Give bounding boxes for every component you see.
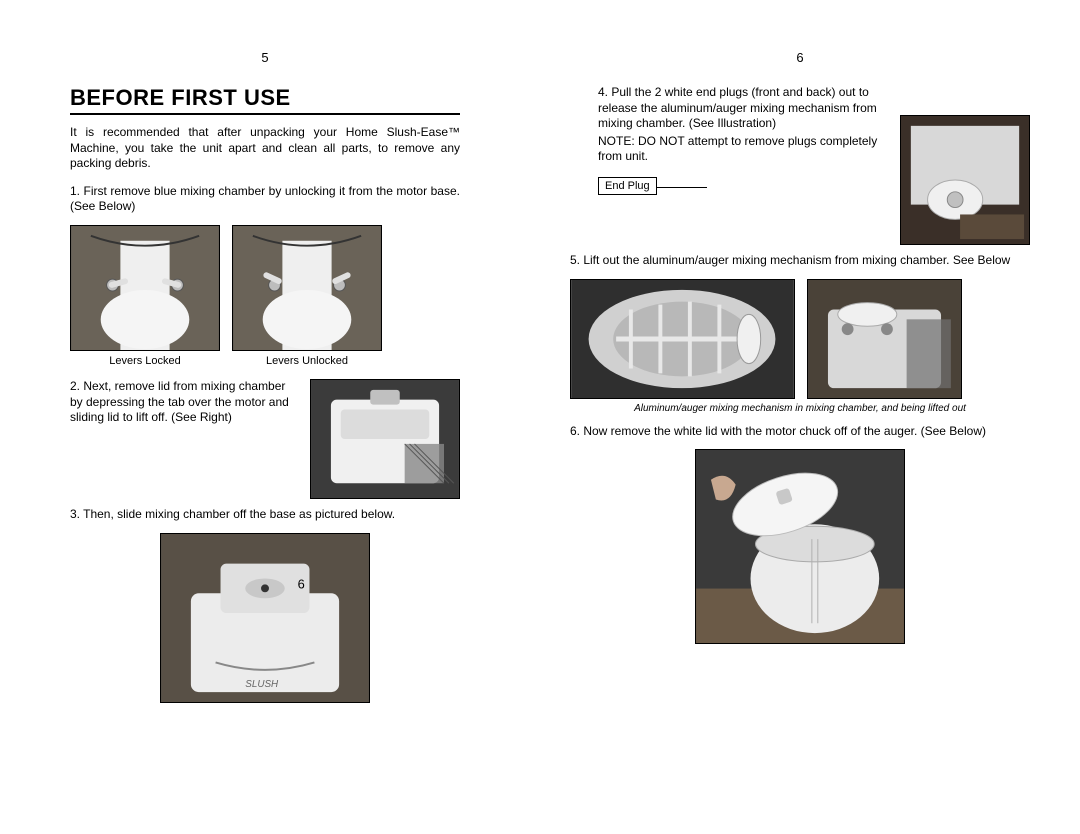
end-plug-callout: End Plug [598, 177, 890, 195]
image-levers-locked [70, 225, 220, 351]
step-2: 2. Next, remove lid from mixing chamber … [70, 379, 300, 499]
page-number-5: 5 [70, 50, 460, 65]
caption-levers-locked: Levers Locked [70, 355, 220, 367]
auger-caption: Aluminum/auger mixing mechanism in mixin… [570, 403, 1030, 414]
step-4b: NOTE: DO NOT attempt to remove plugs com… [598, 134, 890, 165]
section-title: BEFORE FIRST USE [70, 85, 460, 115]
step-5: 5. Lift out the aluminum/auger mixing me… [570, 253, 1030, 269]
step-1: 1. First remove blue mixing chamber by u… [70, 184, 460, 215]
caption-levers-unlocked: Levers Unlocked [232, 355, 382, 367]
end-plug-label: End Plug [598, 177, 657, 195]
levers-image-row [70, 225, 460, 351]
step-6-image-wrap [570, 449, 1030, 644]
image-remove-lid [310, 379, 460, 499]
svg-text:SLUSH: SLUSH [245, 679, 279, 690]
page-6: 6 4. Pull the 2 white end plugs (front a… [540, 0, 1070, 834]
page-5: 5 BEFORE FIRST USE It is recommended tha… [0, 0, 490, 834]
image-auger-in-chamber [570, 279, 795, 399]
intro-text: It is recommended that after unpacking y… [70, 125, 460, 172]
step-4a: 4. Pull the 2 white end plugs (front and… [598, 85, 890, 132]
step-3: 3. Then, slide mixing chamber off the ba… [70, 507, 460, 523]
step-3-image-wrap: 6 SLUSH 6 [70, 533, 460, 703]
image-levers-unlocked [232, 225, 382, 351]
callout-line [657, 187, 707, 188]
step-2-block: 2. Next, remove lid from mixing chamber … [70, 379, 460, 499]
step-6: 6. Now remove the white lid with the mot… [570, 424, 1030, 440]
page-number-6: 6 [570, 50, 1030, 65]
step-4-block: 4. Pull the 2 white end plugs (front and… [570, 85, 1030, 245]
image-motor-chuck [695, 449, 905, 644]
image-auger-lifted [807, 279, 962, 399]
image-end-plug [900, 115, 1030, 245]
image-slide-chamber: 6 SLUSH 6 [160, 533, 370, 703]
svg-text:6: 6 [298, 576, 305, 591]
levers-captions: Levers Locked Levers Unlocked [70, 355, 460, 367]
auger-image-row [570, 279, 1030, 399]
